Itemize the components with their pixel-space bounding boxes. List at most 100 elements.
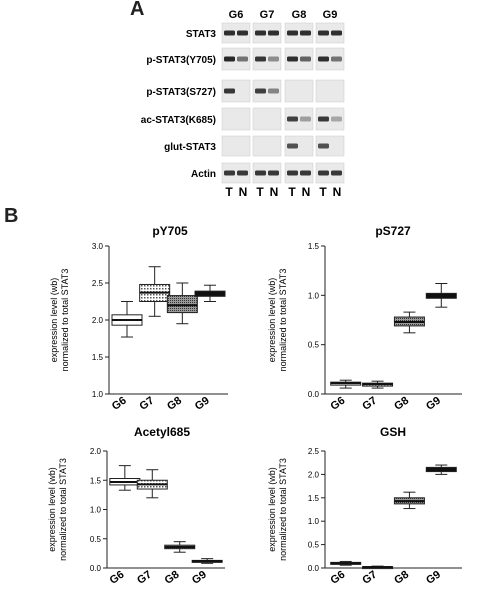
y-tick-label: 1.0: [308, 291, 320, 300]
panel-a-letter: A: [130, 0, 145, 20]
blot-band: [300, 56, 311, 62]
blot-band: [300, 30, 311, 36]
blot-band: [268, 30, 279, 36]
blot-band: [287, 170, 298, 176]
y-axis-label-line2: normalized to total STAT3: [278, 269, 288, 372]
blot-band: [224, 30, 235, 36]
blot-band: [318, 30, 329, 36]
blot-row-label: STAT3: [186, 29, 217, 40]
y-tick-label: 2.5: [308, 447, 320, 456]
y-tick-label: 0.5: [308, 541, 320, 550]
x-category-label: G7: [360, 395, 379, 413]
y-tick-label: 0.0: [308, 390, 320, 399]
lane-label: N: [333, 185, 342, 199]
blot-band: [331, 30, 342, 36]
y-tick-label: 0.5: [308, 341, 320, 350]
blot-frame: [252, 107, 282, 131]
y-axis-label-line1: expression level (wb): [267, 467, 277, 552]
x-category-label: G9: [424, 569, 443, 587]
blot-band: [268, 88, 279, 94]
x-category-label: G7: [137, 395, 156, 413]
blot-band: [318, 56, 329, 62]
y-tick-label: 1.5: [92, 353, 104, 362]
y-tick-label: 0.0: [308, 564, 320, 573]
blot-band: [237, 170, 248, 176]
box-plot-2: pS727 0.0 0.5 1.0 1.5 expression level (wb) no…: [267, 224, 462, 413]
blot-frame: [315, 47, 345, 71]
blot-frame: [221, 47, 251, 71]
blot-frame: [284, 22, 314, 44]
blot-band: [287, 116, 298, 122]
blot-band: [268, 56, 279, 62]
blot-band: [237, 56, 248, 62]
x-category-label: G9: [193, 395, 212, 413]
x-category-label: G6: [108, 569, 127, 587]
western-blot-panel: G6 G7 G8 G9 STAT3 p-STAT3(Y705) p-STAT3(S727) a…: [141, 9, 345, 199]
lane-label: T: [225, 185, 233, 199]
lane-label: T: [288, 185, 296, 199]
x-category-label: G8: [163, 569, 182, 587]
x-category-label: G8: [392, 395, 411, 413]
y-axis-label-line2: normalized to total STAT3: [278, 458, 288, 561]
blot-frame: [315, 162, 345, 184]
y-tick-label: 1.0: [92, 390, 104, 399]
blot-band: [287, 143, 298, 149]
blot-band: [331, 56, 342, 62]
x-category-label: G9: [424, 395, 443, 413]
blot-row-label: Actin: [191, 169, 216, 180]
blot-row-label: p-STAT3(S727): [146, 87, 216, 98]
x-category-label: G9: [190, 569, 209, 587]
y-axis-label-line2: normalized to total STAT3: [58, 458, 68, 561]
y-axis-label-line2: normalized to total STAT3: [60, 269, 70, 372]
blot-group-label: G8: [292, 9, 307, 21]
chart-title: Acetyl685: [134, 425, 190, 439]
blot-band: [300, 116, 311, 122]
x-category-label: G6: [110, 395, 129, 413]
blot-band: [331, 170, 342, 176]
y-tick-label: 0.0: [90, 564, 102, 573]
blot-band: [255, 30, 266, 36]
blot-band: [255, 170, 266, 176]
y-tick-label: 1.5: [308, 494, 320, 503]
blot-frame: [284, 135, 314, 157]
y-axis-label-line1: expression level (wb): [49, 278, 59, 363]
y-tick-label: 1.5: [90, 476, 102, 485]
blot-band: [224, 170, 235, 176]
y-tick-label: 1.0: [308, 517, 320, 526]
y-axis-label-line1: expression level (wb): [267, 278, 277, 363]
blot-band: [224, 56, 235, 62]
blot-band: [318, 143, 329, 149]
blot-band: [300, 170, 311, 176]
blot-band: [255, 56, 266, 62]
blot-frame: [315, 79, 345, 103]
x-category-label: G7: [360, 569, 379, 587]
y-axis-label-line1: expression level (wb): [47, 467, 57, 552]
box-plot-1: pY705 1.0 1.5 2.0 2.5 3.0 expression level (wb…: [49, 224, 228, 413]
blot-band: [287, 56, 298, 62]
blot-frame: [252, 79, 282, 103]
y-tick-label: 1.0: [90, 506, 102, 515]
y-tick-label: 2.0: [308, 470, 320, 479]
blot-frame: [315, 107, 345, 131]
blot-row-label: glut-STAT3: [164, 142, 216, 153]
blot-frame: [284, 162, 314, 184]
panel-b-letter: B: [4, 205, 19, 227]
box-plot-4: GSH 0.0 0.5 1.0 1.5 2.0 2.5 expression level (w…: [267, 425, 462, 587]
x-category-label: G6: [329, 569, 348, 587]
chart-title: GSH: [380, 425, 406, 439]
lane-label: N: [239, 185, 248, 199]
y-tick-label: 1.5: [308, 242, 320, 251]
x-category-label: G8: [392, 569, 411, 587]
blot-row-label: ac-STAT3(K685): [141, 115, 216, 126]
chart-title: pY705: [152, 224, 188, 238]
y-tick-label: 2.5: [92, 279, 104, 288]
blot-frame: [252, 162, 282, 184]
blot-band: [268, 170, 279, 176]
blot-frame: [252, 135, 282, 157]
blot-frame: [221, 79, 251, 103]
blot-frame: [221, 135, 251, 157]
blot-row-label: p-STAT3(Y705): [146, 55, 216, 66]
blot-band: [318, 116, 329, 122]
y-tick-label: 2.0: [90, 447, 102, 456]
